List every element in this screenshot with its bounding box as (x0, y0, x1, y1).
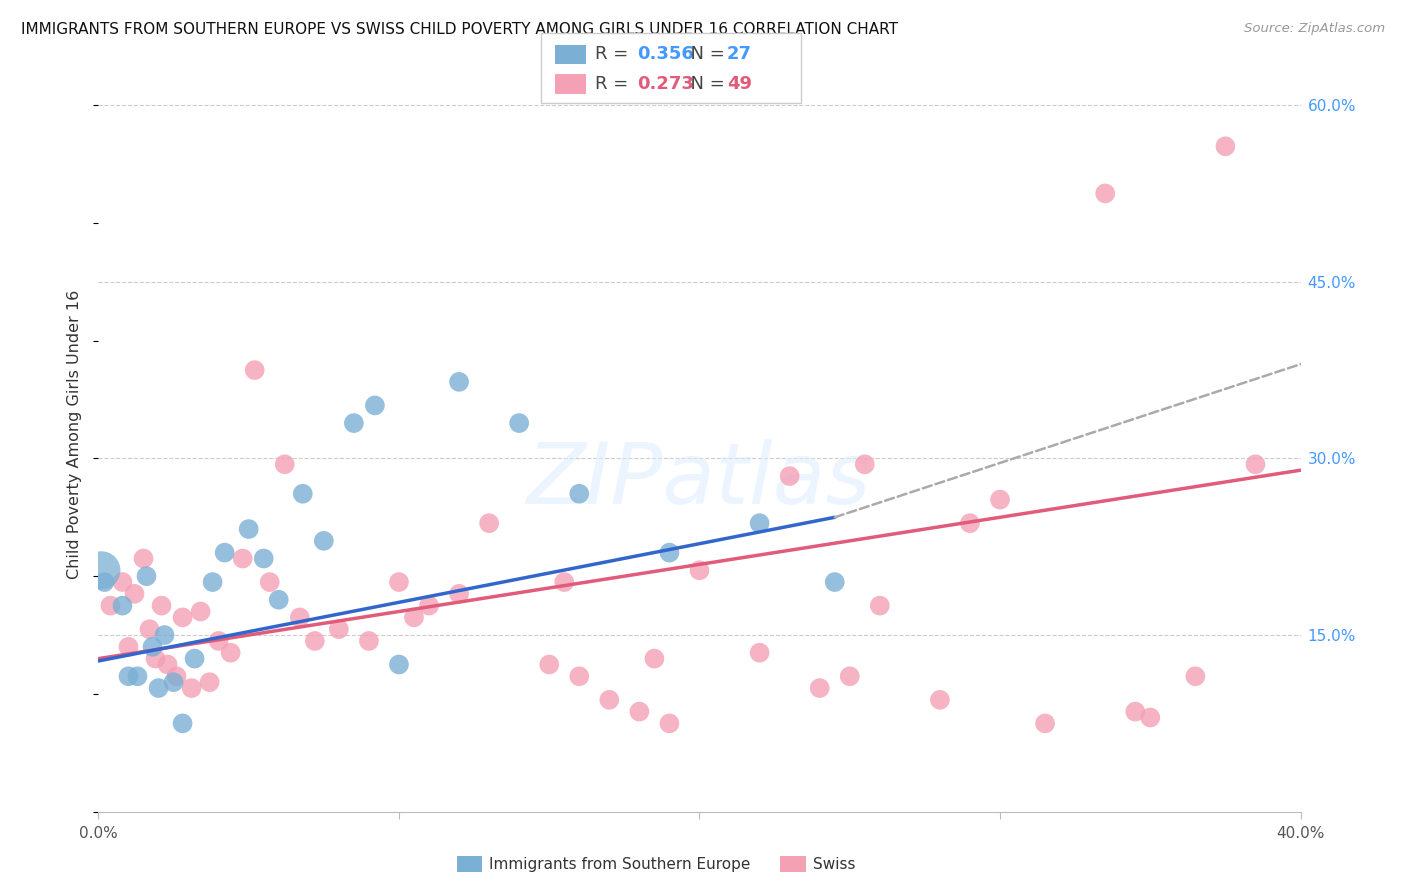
Point (1033, 716, 1056, 731)
Point (208, 634, 231, 648)
Point (748, 516, 770, 531)
Point (138, 622, 160, 636)
Text: IMMIGRANTS FROM SOUTHERN EUROPE VS SWISS CHILD POVERTY AMONG GIRLS UNDER 16 CORR: IMMIGRANTS FROM SOUTHERN EUROPE VS SWISS… (21, 22, 898, 37)
Point (243, 363, 266, 377)
Point (288, 610, 311, 624)
Point (1184, 669, 1206, 683)
Point (145, 651, 167, 665)
Point (447, 375, 470, 389)
Point (568, 487, 591, 501)
Text: R =: R = (595, 45, 634, 63)
Point (148, 681, 170, 695)
Point (658, 546, 681, 560)
Point (219, 646, 242, 660)
Point (388, 657, 411, 672)
Point (643, 651, 665, 665)
Text: Swiss: Swiss (813, 857, 855, 871)
Point (447, 587, 470, 601)
Point (201, 575, 224, 590)
Point (328, 622, 350, 636)
Text: 0.356: 0.356 (637, 45, 693, 63)
Point (1094, 186, 1116, 201)
Point (172, 716, 194, 731)
Text: Source: ZipAtlas.com: Source: ZipAtlas.com (1244, 22, 1385, 36)
Point (90, 563, 112, 577)
Point (402, 610, 425, 624)
Text: 49: 49 (727, 75, 752, 93)
Point (124, 587, 146, 601)
Point (959, 516, 981, 531)
Point (418, 599, 440, 613)
Point (748, 646, 770, 660)
Text: Immigrants from Southern Europe: Immigrants from Southern Europe (489, 857, 751, 871)
Point (132, 551, 155, 566)
Point (628, 705, 651, 719)
Point (238, 522, 260, 536)
Point (808, 681, 831, 695)
Point (988, 492, 1011, 507)
Point (156, 657, 179, 672)
Point (100, 599, 122, 613)
Point (117, 669, 139, 683)
Point (1123, 705, 1146, 719)
Point (598, 693, 620, 707)
Point (150, 599, 173, 613)
Point (568, 669, 591, 683)
Text: 0.273: 0.273 (637, 75, 693, 93)
Point (111, 599, 134, 613)
Point (127, 669, 149, 683)
Text: R =: R = (595, 75, 634, 93)
Point (232, 551, 254, 566)
Point (253, 551, 276, 566)
Y-axis label: Child Poverty Among Girls Under 16: Child Poverty Among Girls Under 16 (67, 290, 83, 580)
Point (388, 575, 411, 590)
Point (364, 398, 387, 412)
Point (93, 575, 115, 590)
Text: N =: N = (679, 45, 731, 63)
Point (689, 563, 711, 577)
Point (214, 546, 236, 560)
Point (141, 640, 163, 654)
Point (312, 533, 335, 548)
Point (343, 416, 366, 430)
Point (304, 634, 326, 648)
Point (291, 487, 314, 501)
Point (183, 651, 205, 665)
Point (274, 458, 297, 472)
Point (153, 628, 176, 642)
Point (357, 634, 380, 648)
Point (929, 693, 952, 707)
Text: 27: 27 (727, 45, 752, 63)
Point (166, 669, 188, 683)
Point (838, 669, 860, 683)
Point (658, 716, 681, 731)
Text: N =: N = (679, 75, 731, 93)
Point (869, 599, 891, 613)
Point (508, 416, 530, 430)
Point (478, 516, 501, 531)
Point (135, 569, 157, 583)
Point (779, 469, 801, 483)
Point (180, 681, 202, 695)
Point (538, 657, 561, 672)
Point (853, 458, 876, 472)
Point (162, 675, 184, 690)
Point (267, 592, 290, 607)
Point (259, 575, 281, 590)
Point (117, 640, 139, 654)
Point (824, 575, 846, 590)
Point (553, 575, 575, 590)
Point (1139, 710, 1161, 724)
Point (1215, 139, 1237, 153)
Point (111, 575, 134, 590)
Point (198, 675, 221, 690)
Point (190, 605, 212, 619)
Text: ZIPatlas: ZIPatlas (527, 439, 872, 522)
Point (1244, 458, 1267, 472)
Point (172, 610, 194, 624)
